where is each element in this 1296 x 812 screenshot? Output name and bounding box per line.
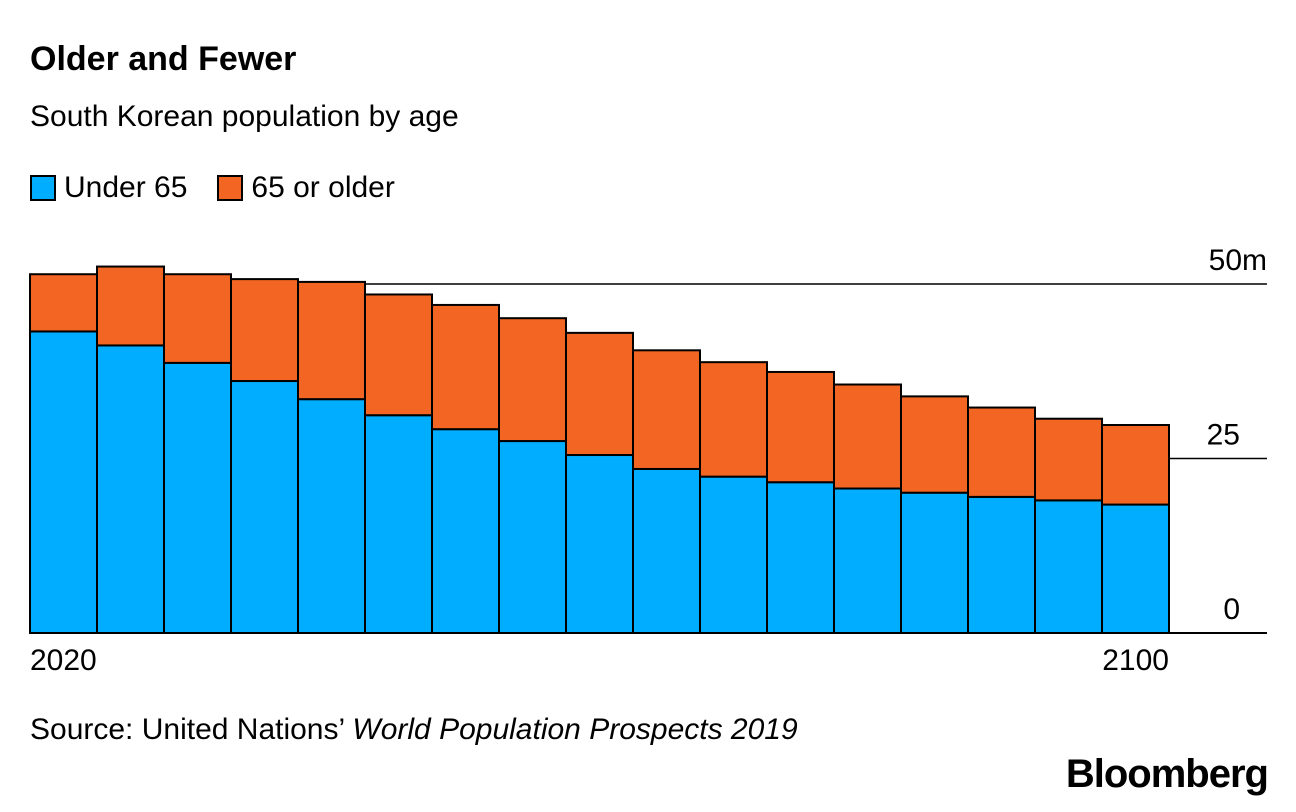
bar-over65-2035	[230, 278, 299, 383]
legend-swatch-over65	[217, 175, 244, 201]
bar-under65-2050	[431, 428, 500, 634]
legend-item-over65: 65 or older	[217, 171, 395, 205]
legend-label-under65: Under 65	[64, 171, 188, 204]
bar-over65-2080	[833, 383, 902, 490]
bar-under65-2080	[833, 487, 902, 634]
bar-over65-2065	[632, 349, 701, 470]
bar-over65-2060	[565, 331, 634, 457]
bar-over65-2050	[431, 303, 500, 431]
bar-over65-2055	[498, 317, 567, 443]
bar-over65-2020	[29, 273, 98, 333]
bar-over65-2090	[967, 406, 1036, 498]
y-tick-label-25: 25	[1207, 419, 1240, 452]
bloomberg-logo: Bloomberg	[1065, 752, 1269, 796]
bar-over65-2070	[699, 361, 768, 478]
chart-title: Older and Fewer	[30, 40, 297, 78]
bar-over65-2040	[297, 280, 366, 401]
bar-under65-2040	[297, 398, 366, 635]
bar-over65-2100	[1101, 423, 1170, 506]
bar-under65-2025	[96, 344, 165, 634]
x-tick-label-last: 2100	[1102, 644, 1169, 677]
source-note: Source: United Nations’ World Population…	[30, 713, 798, 747]
bar-under65-2100	[1101, 503, 1170, 634]
bar-under65-2085	[900, 491, 969, 634]
bar-under65-2090	[967, 495, 1036, 635]
bar-under65-2045	[364, 414, 433, 634]
bar-over65-2085	[900, 395, 969, 494]
x-tick-label-first: 2020	[30, 644, 97, 677]
bar-over65-2030	[163, 273, 232, 364]
bar-under65-2060	[565, 454, 634, 635]
bar-over65-2045	[364, 293, 433, 417]
stacked-bar-chart: 0 25 50m 2020 2100	[29, 244, 1267, 677]
y-tick-label-0: 0	[1223, 593, 1240, 626]
legend-swatch-under65	[30, 175, 56, 201]
legend-item-under65: Under 65	[30, 171, 187, 205]
bar-over65-2025	[96, 265, 165, 347]
bar-over65-2075	[766, 370, 835, 484]
bar-under65-2020	[29, 330, 98, 634]
bar-under65-2070	[699, 475, 768, 635]
bar-under65-2075	[766, 481, 835, 634]
chart-subtitle: South Korean population by age	[30, 100, 459, 133]
source-prefix: Source: United Nations’	[30, 713, 345, 746]
bar-over65-2095	[1034, 417, 1103, 502]
source-publication: World Population Prospects 2019	[352, 713, 798, 746]
bar-under65-2095	[1034, 499, 1103, 634]
y-tick-label-50: 50m	[1209, 244, 1267, 277]
bar-under65-2065	[632, 467, 701, 634]
bar-under65-2055	[498, 440, 567, 634]
bar-under65-2030	[163, 361, 232, 634]
bar-under65-2035	[230, 380, 299, 634]
legend-label-over65: 65 or older	[251, 171, 395, 204]
legend: Under 65 65 or older	[30, 171, 425, 205]
